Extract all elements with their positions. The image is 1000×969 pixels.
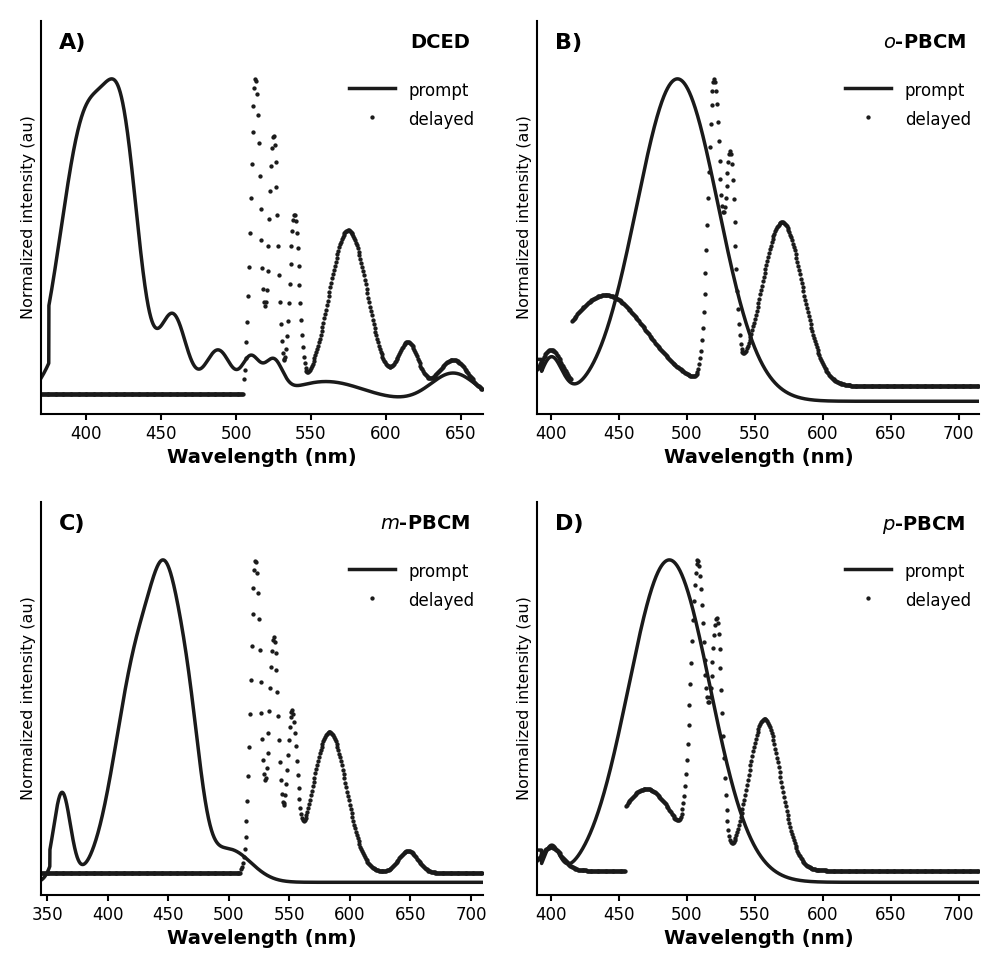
Y-axis label: Normalized intensity (au): Normalized intensity (au) — [21, 597, 36, 800]
X-axis label: Wavelength (nm): Wavelength (nm) — [664, 448, 853, 467]
Text: $\mathit{m}$-PBCM: $\mathit{m}$-PBCM — [380, 514, 470, 533]
Text: B): B) — [555, 33, 582, 52]
X-axis label: Wavelength (nm): Wavelength (nm) — [167, 929, 357, 949]
Legend: prompt, delayed: prompt, delayed — [349, 561, 475, 610]
X-axis label: Wavelength (nm): Wavelength (nm) — [167, 448, 357, 467]
Legend: prompt, delayed: prompt, delayed — [845, 80, 971, 129]
Text: A): A) — [59, 33, 86, 52]
Y-axis label: Normalized intensity (au): Normalized intensity (au) — [517, 597, 532, 800]
Text: $\mathit{o}$-PBCM: $\mathit{o}$-PBCM — [883, 33, 966, 51]
Text: $\mathit{p}$-PBCM: $\mathit{p}$-PBCM — [882, 514, 966, 536]
Legend: prompt, delayed: prompt, delayed — [349, 80, 475, 129]
Legend: prompt, delayed: prompt, delayed — [845, 561, 971, 610]
X-axis label: Wavelength (nm): Wavelength (nm) — [664, 929, 853, 949]
Text: C): C) — [59, 514, 86, 534]
Y-axis label: Normalized intensity (au): Normalized intensity (au) — [517, 115, 532, 320]
Y-axis label: Normalized intensity (au): Normalized intensity (au) — [21, 115, 36, 320]
Text: D): D) — [555, 514, 584, 534]
Text: DCED: DCED — [410, 33, 470, 51]
